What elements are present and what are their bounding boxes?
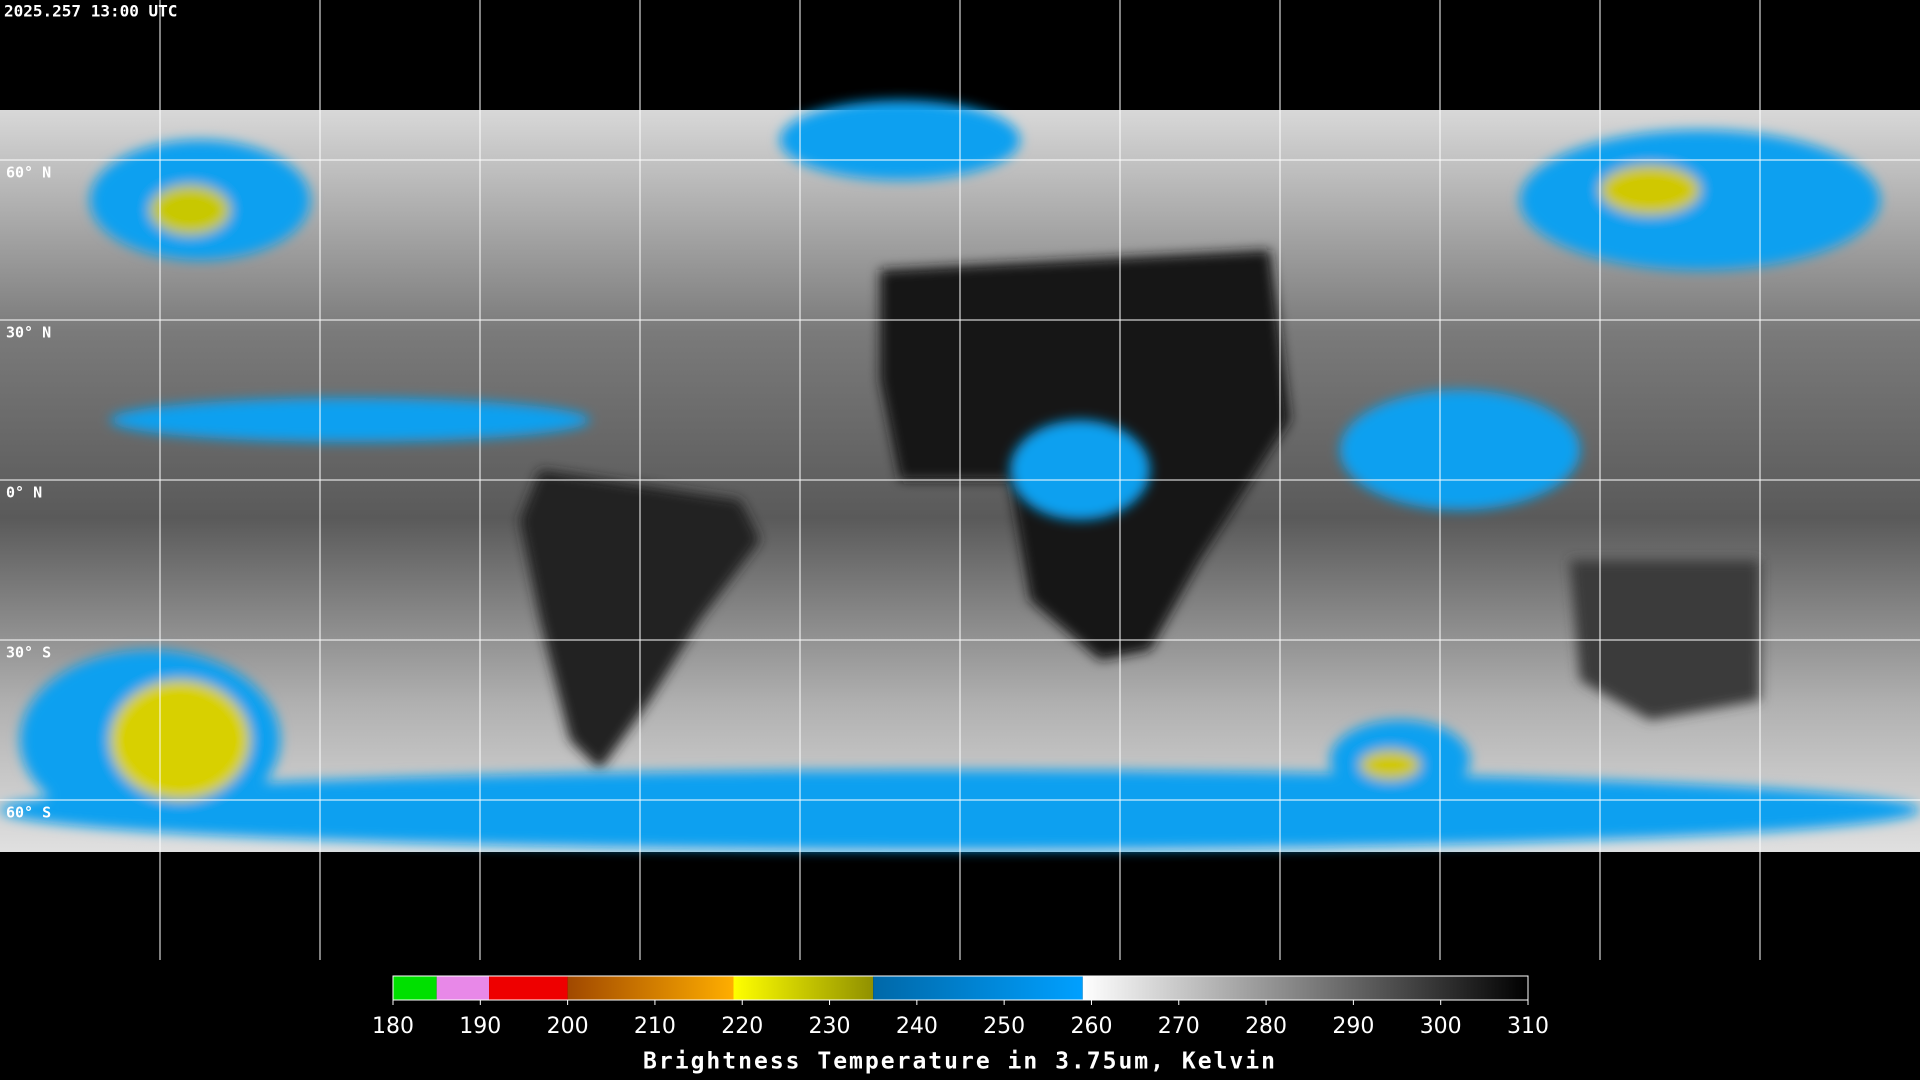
- colorbar-tick-label: 270: [1158, 1014, 1200, 1039]
- colorbar-tick-label: 280: [1245, 1014, 1287, 1039]
- colorbar-title: Brightness Temperature in 3.75um, Kelvin: [643, 1049, 1277, 1075]
- colorbar: Brightness Temperature in 3.75um, Kelvin…: [372, 975, 1549, 1075]
- colorbar-tick-label: 210: [634, 1014, 676, 1039]
- colorbar-tick-label: 200: [547, 1014, 589, 1039]
- colorbar-tick-label: 230: [809, 1014, 851, 1039]
- colorbar-segment: [567, 976, 734, 1000]
- colorbar-segment: [393, 976, 437, 1000]
- latitude-label: 0° N: [6, 484, 42, 502]
- cloud: [1600, 165, 1700, 215]
- colorbar-segment: [489, 976, 568, 1000]
- colorbar-frame: [392, 975, 1529, 1001]
- cloud: [150, 185, 230, 235]
- colorbar-tick-label: 300: [1420, 1014, 1462, 1039]
- latitude-label: 30° N: [6, 324, 51, 342]
- cloud: [1520, 130, 1880, 270]
- latitude-label: 60° N: [6, 164, 51, 182]
- colorbar-tick-label: 190: [459, 1014, 501, 1039]
- cloud: [110, 680, 250, 800]
- timestamp: 2025.257 13:00 UTC: [4, 2, 177, 21]
- colorbar-segment: [436, 976, 490, 1000]
- colorbar-segment: [1082, 976, 1528, 1000]
- colorbar-tick-label: 220: [721, 1014, 763, 1039]
- colorbar-segment: [873, 976, 1083, 1000]
- cloud: [1360, 750, 1420, 780]
- colorbar-tick-label: 250: [983, 1014, 1025, 1039]
- satellite-map: 60° N 30° N 0° N 30° S 60° S 2025.257 13:00 …: [0, 0, 1920, 960]
- cloud: [110, 398, 590, 442]
- cloud: [780, 100, 1020, 180]
- colorbar-tick-label: 310: [1507, 1014, 1549, 1039]
- latitude-label: 60° S: [6, 804, 51, 822]
- colorbar-tick-label: 180: [372, 1014, 414, 1039]
- latitude-label: 30° S: [6, 644, 51, 662]
- colorbar-tick-label: 260: [1070, 1014, 1112, 1039]
- colorbar-tick-label: 290: [1332, 1014, 1374, 1039]
- cloud: [1340, 390, 1580, 510]
- colorbar-tick-label: 240: [896, 1014, 938, 1039]
- cloud: [1010, 420, 1150, 520]
- colorbar-segment: [733, 976, 874, 1000]
- graticule: 60° N 30° N 0° N 30° S 60° S: [0, 0, 1920, 960]
